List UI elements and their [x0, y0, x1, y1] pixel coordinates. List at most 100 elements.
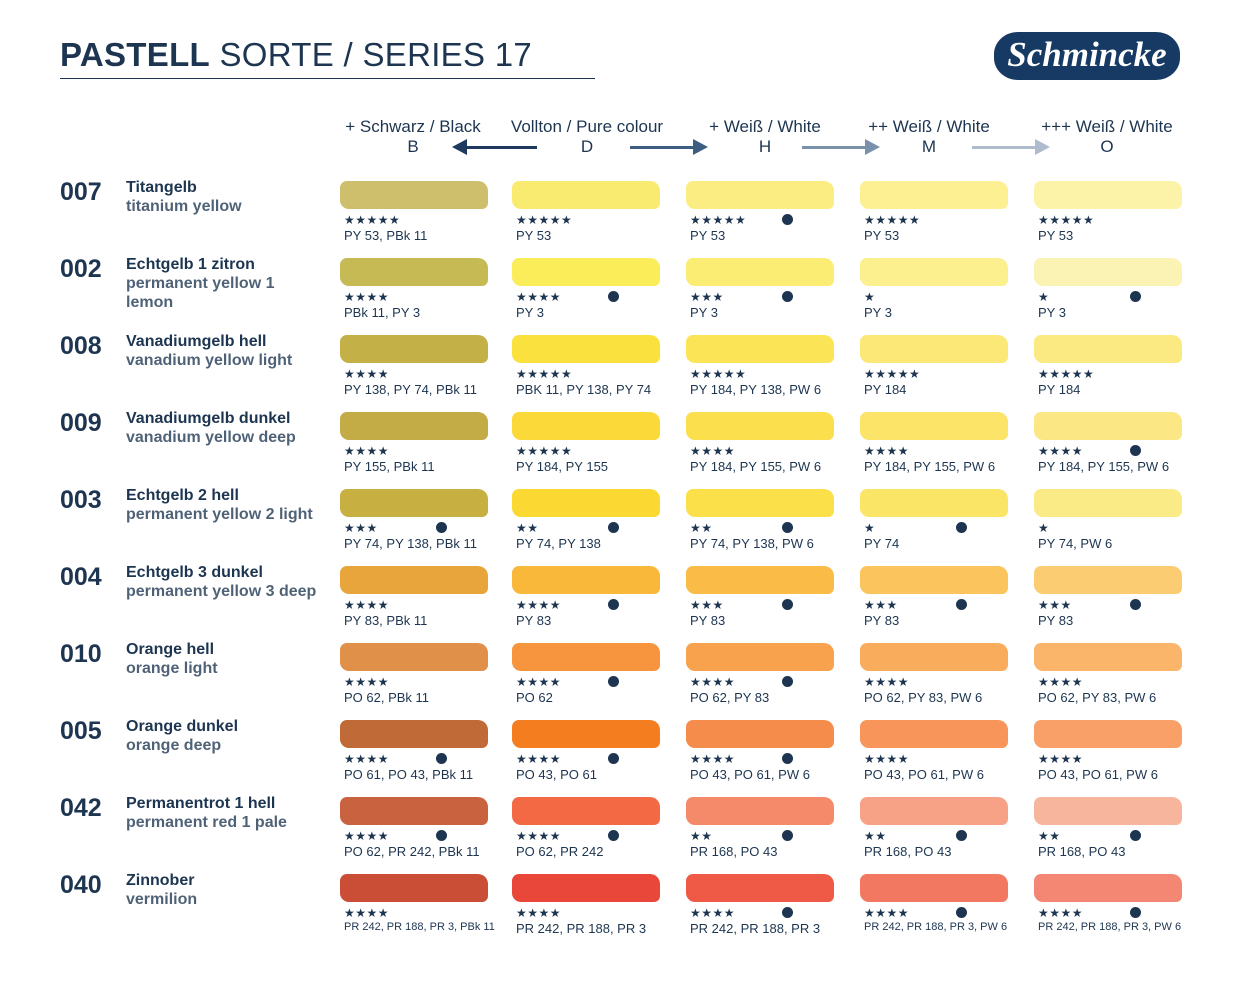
- pigment-codes: PY 53: [1038, 228, 1074, 243]
- pigment-codes: PO 43, PO 61, PW 6: [1038, 767, 1158, 782]
- color-swatch-cell: ★★★ PY 3: [686, 258, 836, 324]
- color-swatch-cell: ★★★★★ PY 53: [1034, 181, 1184, 247]
- pigment-codes: PBK 11, PY 138, PY 74: [516, 382, 652, 397]
- color-name-english: vanadium yellow light: [126, 352, 293, 369]
- color-number: 010: [60, 640, 102, 668]
- color-number: 042: [60, 794, 102, 822]
- lightfastness-stars: ★★★★: [690, 752, 736, 766]
- color-swatch-cell: ★★★ PY 83: [860, 566, 1010, 632]
- pigment-codes: PY 53: [864, 228, 900, 243]
- lightfastness-stars: ★★★★: [344, 290, 390, 304]
- color-number: 007: [60, 178, 102, 206]
- lightfastness-stars: ★: [1038, 290, 1050, 304]
- lightfastness-stars: ★★★★: [516, 675, 562, 689]
- color-name-english: orange light: [126, 660, 218, 677]
- color-name: Orange dunkel orange deep: [126, 717, 326, 755]
- lightfastness-stars: ★★: [690, 829, 713, 843]
- opacity-dot-icon: [782, 830, 793, 841]
- opacity-dot-icon: [782, 599, 793, 610]
- pigment-codes: PR 242, PR 188, PR 3: [690, 921, 821, 936]
- column-label: +++ Weiß / White: [1041, 117, 1173, 136]
- color-swatch-cell: ★★★★★ PBK 11, PY 138, PY 74: [512, 335, 662, 401]
- opacity-dot-icon: [956, 522, 967, 533]
- pigment-codes: PY 83: [690, 613, 726, 628]
- pigment-codes: PY 74: [864, 536, 900, 551]
- pigment-codes: PY 138, PY 74, PBk 11: [344, 382, 477, 397]
- color-name-german: Orange hell: [126, 641, 215, 658]
- lightfastness-stars: ★★★: [1038, 598, 1072, 612]
- pastel-swatch: [340, 797, 488, 825]
- pigment-codes: PO 62, PY 83, PW 6: [1038, 690, 1157, 705]
- pigment-codes: PY 74, PY 138: [516, 536, 601, 551]
- pigment-codes: PY 53: [516, 228, 552, 243]
- color-name-english: permanent red 1 pale: [126, 814, 287, 831]
- lightfastness-stars: ★★: [1038, 829, 1061, 843]
- lightfastness-stars: ★★★★★: [1038, 367, 1095, 381]
- lightfastness-stars: ★★★★: [344, 752, 390, 766]
- lightfastness-stars: ★★★★: [690, 906, 736, 920]
- color-swatch-cell: ★★★★ PR 242, PR 188, PR 3: [686, 874, 836, 940]
- arrow-left-icon: [452, 139, 537, 155]
- pastel-swatch: [340, 566, 488, 594]
- opacity-dot-icon: [782, 214, 793, 225]
- pastel-swatch: [340, 258, 488, 286]
- pastel-swatch: [1034, 874, 1182, 902]
- pigment-codes: PO 61, PO 43, PBk 11: [344, 767, 474, 782]
- color-swatch-cell: ★ PY 74, PW 6: [1034, 489, 1184, 555]
- opacity-dot-icon: [782, 291, 793, 302]
- color-name: Vanadiumgelb dunkel vanadium yellow deep: [126, 409, 326, 447]
- pastel-swatch: [340, 720, 488, 748]
- pigment-codes: PO 43, PO 61: [516, 767, 597, 782]
- color-swatch-cell: ★★★★ PY 184, PY 155, PW 6: [1034, 412, 1184, 478]
- lightfastness-stars: ★: [864, 521, 876, 535]
- lightfastness-stars: ★★★★★: [516, 367, 573, 381]
- lightfastness-stars: ★★★★★: [344, 213, 401, 227]
- pigment-codes: PY 83: [1038, 613, 1074, 628]
- pigment-codes: PO 62: [516, 690, 553, 705]
- color-swatch-cell: ★★★★ PO 43, PO 61, PW 6: [686, 720, 836, 786]
- lightfastness-stars: ★★★: [690, 290, 724, 304]
- lightfastness-stars: ★★★★: [516, 906, 562, 920]
- color-swatch-cell: ★★★★★ PY 184, PY 138, PW 6: [686, 335, 836, 401]
- color-swatch-cell: ★ PY 3: [1034, 258, 1184, 324]
- pastel-swatch: [860, 566, 1008, 594]
- color-swatch-cell: ★★★★★ PY 184: [860, 335, 1010, 401]
- pastel-swatch: [1034, 643, 1182, 671]
- color-number: 004: [60, 563, 102, 591]
- column-code: O: [1100, 137, 1114, 156]
- color-swatch-cell: ★★★★ PO 62, PY 83: [686, 643, 836, 709]
- lightfastness-stars: ★★★★: [344, 906, 390, 920]
- color-swatch-cell: ★ PY 74: [860, 489, 1010, 555]
- color-swatch-cell: ★★★ PY 83: [1034, 566, 1184, 632]
- color-swatch-cell: ★★★ PY 83: [686, 566, 836, 632]
- column-code: B: [407, 137, 419, 156]
- pigment-codes: PO 62, PBk 11: [344, 690, 430, 705]
- pigment-codes: PY 83: [864, 613, 900, 628]
- lightfastness-stars: ★★★★: [344, 829, 390, 843]
- pigment-codes: PO 43, PO 61, PW 6: [864, 767, 984, 782]
- color-swatch-cell: ★★ PY 74, PY 138, PW 6: [686, 489, 836, 555]
- column-header-h: + Weiß / White H: [675, 117, 855, 157]
- pigment-codes: PR 168, PO 43: [1038, 844, 1126, 859]
- color-swatch-cell: ★★★★★ PY 184: [1034, 335, 1184, 401]
- color-name-english: permanent yellow 1 lemon: [126, 275, 275, 311]
- color-swatch-cell: ★★★★ PR 242, PR 188, PR 3, PW 6: [1034, 874, 1184, 940]
- color-name: Echtgelb 1 zitron permanent yellow 1 lemo…: [126, 255, 326, 312]
- pigment-codes: PY 83: [516, 613, 552, 628]
- pastel-swatch: [340, 643, 488, 671]
- lightfastness-stars: ★★: [864, 829, 887, 843]
- lightfastness-stars: ★★★★★: [690, 367, 747, 381]
- color-swatch-cell: ★★★★ PO 62, PY 83, PW 6: [860, 643, 1010, 709]
- opacity-dot-icon: [608, 753, 619, 764]
- column-label: ++ Weiß / White: [868, 117, 990, 136]
- pastel-swatch: [512, 720, 660, 748]
- pastel-swatch: [860, 181, 1008, 209]
- pastel-swatch: [1034, 412, 1182, 440]
- color-name: Titangelb titanium yellow: [126, 178, 326, 216]
- pigment-codes: PY 184, PY 155, PW 6: [864, 459, 996, 474]
- color-name-english: permanent yellow 2 light: [126, 506, 313, 523]
- color-name: Permanentrot 1 hell permanent red 1 pale: [126, 794, 326, 832]
- color-swatch-cell: ★★★★ PY 155, PBk 11: [340, 412, 490, 478]
- color-name-german: Permanentrot 1 hell: [126, 795, 276, 812]
- pastel-swatch: [686, 566, 834, 594]
